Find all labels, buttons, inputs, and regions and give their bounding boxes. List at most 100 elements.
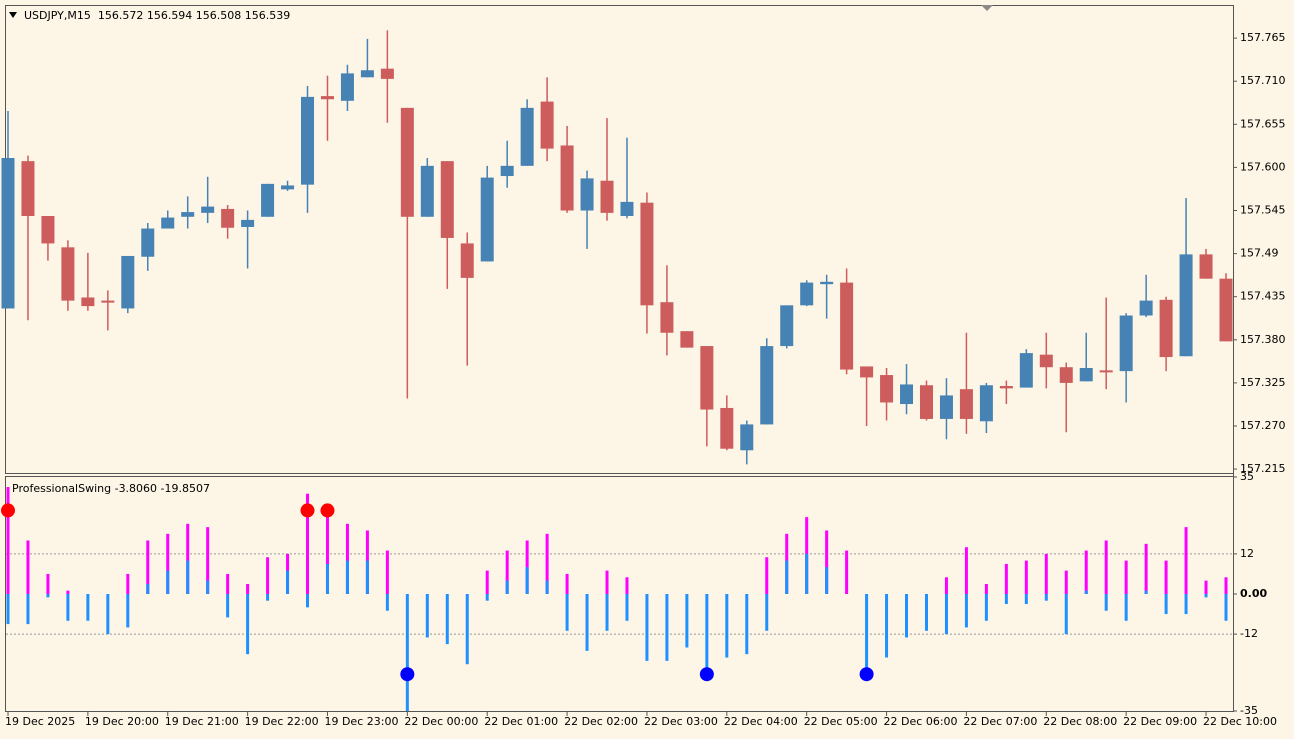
- histogram-bar: [785, 560, 789, 594]
- histogram-bar: [505, 580, 509, 594]
- candle-body: [121, 255, 135, 309]
- histogram-bar: [944, 577, 948, 594]
- histogram-bar: [385, 594, 389, 611]
- histogram-bar: [186, 560, 190, 594]
- histogram-bar: [765, 557, 769, 594]
- y-tick-label: 157.710: [1240, 74, 1286, 87]
- histogram-bar: [665, 594, 669, 661]
- histogram-bar: [26, 540, 30, 594]
- candle-body: [420, 165, 434, 217]
- candle-body: [1039, 354, 1053, 368]
- histogram-bar: [206, 527, 210, 594]
- histogram-bar: [825, 567, 829, 594]
- histogram-bar: [1144, 543, 1148, 594]
- candle-body: [1179, 254, 1193, 357]
- y-tick-label: 157.435: [1240, 290, 1286, 303]
- x-tick-label: 22 Dec 07:00: [963, 715, 1037, 728]
- histogram-bar: [306, 594, 310, 608]
- histogram-bar: [865, 594, 869, 675]
- x-tick-label: 19 Dec 21:00: [165, 715, 239, 728]
- histogram-bar: [485, 594, 489, 601]
- candle-body: [620, 201, 634, 216]
- candle-body: [1159, 299, 1173, 358]
- candle-body: [1199, 254, 1213, 279]
- x-tick-label: 22 Dec 01:00: [484, 715, 558, 728]
- histogram-bar: [266, 557, 270, 594]
- y-tick-label: 157.270: [1240, 419, 1286, 432]
- histogram-bar: [1224, 577, 1228, 594]
- histogram-bar: [984, 594, 988, 621]
- histogram-bar: [345, 523, 349, 594]
- histogram-bar: [1184, 594, 1188, 615]
- candle-body: [780, 305, 794, 347]
- x-tick-label: 19 Dec 2025: [5, 715, 75, 728]
- histogram-bar: [964, 547, 968, 594]
- histogram-bar: [605, 594, 609, 631]
- indicator-title: ProfessionalSwing -3.8060 -19.8507: [12, 482, 210, 495]
- candle-body: [1019, 353, 1033, 388]
- y-tick-label: 157.380: [1240, 333, 1286, 346]
- histogram-bar: [106, 594, 110, 635]
- candle-body: [181, 212, 195, 217]
- x-tick-label: 19 Dec 22:00: [245, 715, 319, 728]
- candle-body: [740, 424, 754, 451]
- histogram-bar: [944, 594, 948, 635]
- histogram-bar: [885, 594, 889, 658]
- histogram-bar: [26, 594, 30, 625]
- signal-dot: [300, 503, 315, 518]
- candle-body: [660, 302, 674, 333]
- candle-body: [540, 101, 554, 149]
- histogram-bar: [1024, 594, 1028, 605]
- histogram-bar: [625, 594, 629, 621]
- x-tick-label: 22 Dec 02:00: [564, 715, 638, 728]
- candle-body: [760, 346, 774, 425]
- candle-body: [1079, 368, 1093, 382]
- histogram-bar: [725, 594, 729, 658]
- histogram-bar: [465, 594, 469, 665]
- candle-body: [281, 185, 295, 190]
- signal-dot: [400, 667, 415, 682]
- histogram-bar: [146, 540, 150, 594]
- x-tick-label: 22 Dec 05:00: [804, 715, 878, 728]
- histogram-bar: [525, 567, 529, 594]
- candle-body: [640, 202, 654, 306]
- candle-body: [201, 206, 215, 213]
- candle-body: [480, 177, 494, 262]
- histogram-bar: [146, 583, 150, 594]
- histogram-bar: [266, 594, 270, 601]
- histogram-bar: [645, 594, 649, 661]
- x-tick-label: 22 Dec 10:00: [1203, 715, 1277, 728]
- histogram-bar: [545, 580, 549, 594]
- candle-body: [820, 281, 834, 285]
- candle-body: [959, 389, 973, 419]
- histogram-bar: [1224, 594, 1228, 621]
- histogram-bar: [385, 550, 389, 594]
- x-tick-label: 22 Dec 00:00: [404, 715, 478, 728]
- histogram-bar: [1164, 560, 1168, 594]
- histogram-bar: [425, 594, 429, 638]
- candle-body: [161, 217, 175, 229]
- candle-body: [700, 346, 714, 410]
- histogram-bar: [905, 594, 909, 638]
- histogram-bar: [745, 594, 749, 655]
- candle-body: [400, 107, 414, 217]
- candle-body: [340, 73, 354, 101]
- histogram-bar: [365, 560, 369, 594]
- histogram-bar: [485, 570, 489, 594]
- histogram-bar: [1004, 563, 1008, 594]
- histogram-bar: [6, 594, 10, 625]
- histogram-bar: [1004, 594, 1008, 605]
- histogram-bar: [984, 583, 988, 594]
- candle-body: [221, 208, 235, 228]
- candle-body: [860, 366, 874, 378]
- signal-dot: [1, 503, 15, 518]
- histogram-bar: [226, 573, 230, 594]
- candle-body: [1219, 278, 1233, 342]
- candle-body: [880, 375, 894, 403]
- histogram-bar: [445, 594, 449, 645]
- histogram-bar: [1144, 590, 1148, 594]
- chart-title: USDJPY,M15 156.572 156.594 156.508 156.5…: [24, 9, 290, 22]
- candle-body: [41, 215, 55, 244]
